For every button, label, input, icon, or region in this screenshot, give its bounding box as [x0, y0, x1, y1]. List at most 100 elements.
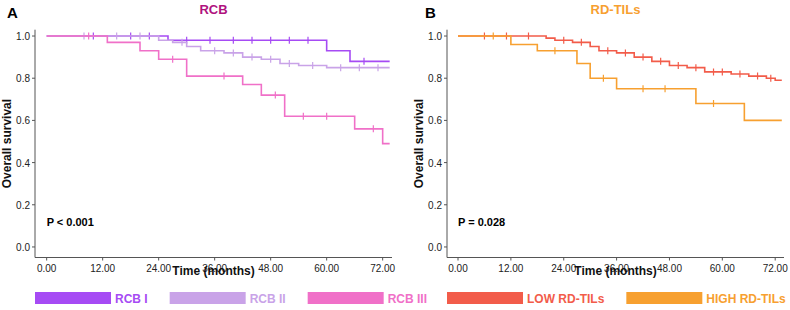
x-axis-label: Time (months): [172, 264, 254, 278]
y-tick: [444, 204, 447, 205]
x-tick: [382, 258, 383, 261]
p-value: P < 0.001: [47, 216, 94, 228]
x-tick-label: 12.00: [90, 263, 115, 274]
p-value: P = 0.028: [458, 216, 505, 228]
y-tick: [444, 36, 447, 37]
censor-mark: [493, 33, 494, 40]
censor-mark: [642, 85, 643, 92]
censor-mark: [625, 49, 626, 56]
y-axis-line: [447, 30, 448, 258]
survival-line: [47, 36, 390, 68]
x-tick-label: 60.00: [710, 263, 735, 274]
y-tick-label: 0.6: [428, 115, 442, 126]
y-tick: [444, 246, 447, 247]
censor-mark: [770, 75, 771, 82]
y-tick: [32, 36, 35, 37]
x-tick-label: 48.00: [258, 263, 283, 274]
censor-mark: [303, 113, 304, 120]
y-tick: [32, 246, 35, 247]
y-tick-label: 1.0: [428, 31, 442, 42]
x-axis-line: [447, 257, 784, 258]
x-tick: [722, 258, 723, 261]
chart-title: RCB: [199, 2, 227, 17]
censor-mark: [289, 60, 290, 67]
survival-line: [47, 36, 390, 144]
x-tick: [214, 258, 215, 261]
plot-area: [47, 33, 390, 144]
censor-mark: [233, 37, 234, 44]
censor-mark: [660, 58, 661, 65]
censor-mark: [139, 33, 140, 40]
survival-line: [47, 36, 390, 61]
x-tick-label: 72.00: [370, 263, 395, 274]
x-tick: [46, 258, 47, 261]
x-tick: [158, 258, 159, 261]
legend-label: RCB I: [115, 292, 148, 306]
x-tick: [775, 258, 776, 261]
x-tick-label: 48.00: [657, 263, 682, 274]
censor-mark: [289, 37, 290, 44]
censor-mark: [251, 54, 252, 61]
censor-mark: [695, 64, 696, 71]
censor-mark: [528, 33, 529, 40]
y-tick-label: 1.0: [16, 31, 30, 42]
chart-title: RD-TILs: [591, 2, 641, 17]
x-tick: [510, 258, 511, 261]
x-tick-label: 12.00: [498, 263, 523, 274]
legend-swatch: [35, 292, 111, 304]
y-axis-label: Overall survival: [0, 99, 14, 188]
x-tick: [102, 258, 103, 261]
x-axis-label: Time (months): [574, 264, 656, 278]
censor-mark: [340, 64, 341, 71]
legend-label: RCB II: [250, 292, 286, 306]
censor-mark: [233, 49, 234, 56]
y-tick: [444, 162, 447, 163]
censor-mark: [181, 39, 182, 46]
y-tick-label: 0.2: [428, 200, 442, 211]
censor-mark: [223, 73, 224, 80]
y-tick-label: 0.8: [428, 73, 442, 84]
censor-mark: [713, 100, 714, 107]
x-tick-label: 72.00: [763, 263, 788, 274]
y-tick: [444, 78, 447, 79]
censor-mark: [664, 85, 665, 92]
censor-mark: [275, 92, 276, 99]
panel-label: B: [425, 4, 436, 21]
x-tick-label: 24.00: [551, 263, 576, 274]
x-tick-label: 0.00: [448, 263, 468, 274]
y-tick-label: 0.6: [16, 115, 30, 126]
censor-mark: [642, 54, 643, 61]
panel: ARCB0.00.20.40.60.81.00.0012.0024.0036.0…: [0, 2, 427, 306]
legend-swatch: [170, 292, 246, 304]
censor-mark: [209, 37, 210, 44]
censor-mark: [326, 113, 327, 120]
censor-mark: [359, 64, 360, 71]
censor-mark: [373, 125, 374, 132]
x-tick: [669, 258, 670, 261]
legend-label: LOW RD-TILs: [527, 292, 605, 306]
x-tick: [270, 258, 271, 261]
censor-mark: [739, 70, 740, 77]
censor-mark: [377, 64, 378, 71]
censor-mark: [607, 47, 608, 54]
x-tick-label: 24.00: [146, 263, 171, 274]
legend-swatch: [447, 292, 523, 304]
y-tick-label: 0.0: [16, 242, 30, 253]
y-tick-label: 0.0: [428, 242, 442, 253]
x-tick: [326, 258, 327, 261]
x-axis-line: [35, 257, 392, 258]
legend-label: RCB III: [388, 292, 427, 306]
survival-line: [458, 36, 782, 120]
x-tick-label: 0.00: [37, 263, 57, 274]
censor-mark: [563, 37, 564, 44]
y-tick-label: 0.4: [428, 158, 442, 169]
chart-root: ARCB0.00.20.40.60.81.00.0012.0024.0036.0…: [0, 0, 790, 310]
censor-mark: [713, 68, 714, 75]
censor-mark: [554, 47, 555, 54]
censor-mark: [270, 56, 271, 63]
y-tick: [444, 120, 447, 121]
censor-mark: [722, 68, 723, 75]
y-tick: [32, 78, 35, 79]
censor-mark: [312, 62, 313, 69]
x-tick: [563, 258, 564, 261]
